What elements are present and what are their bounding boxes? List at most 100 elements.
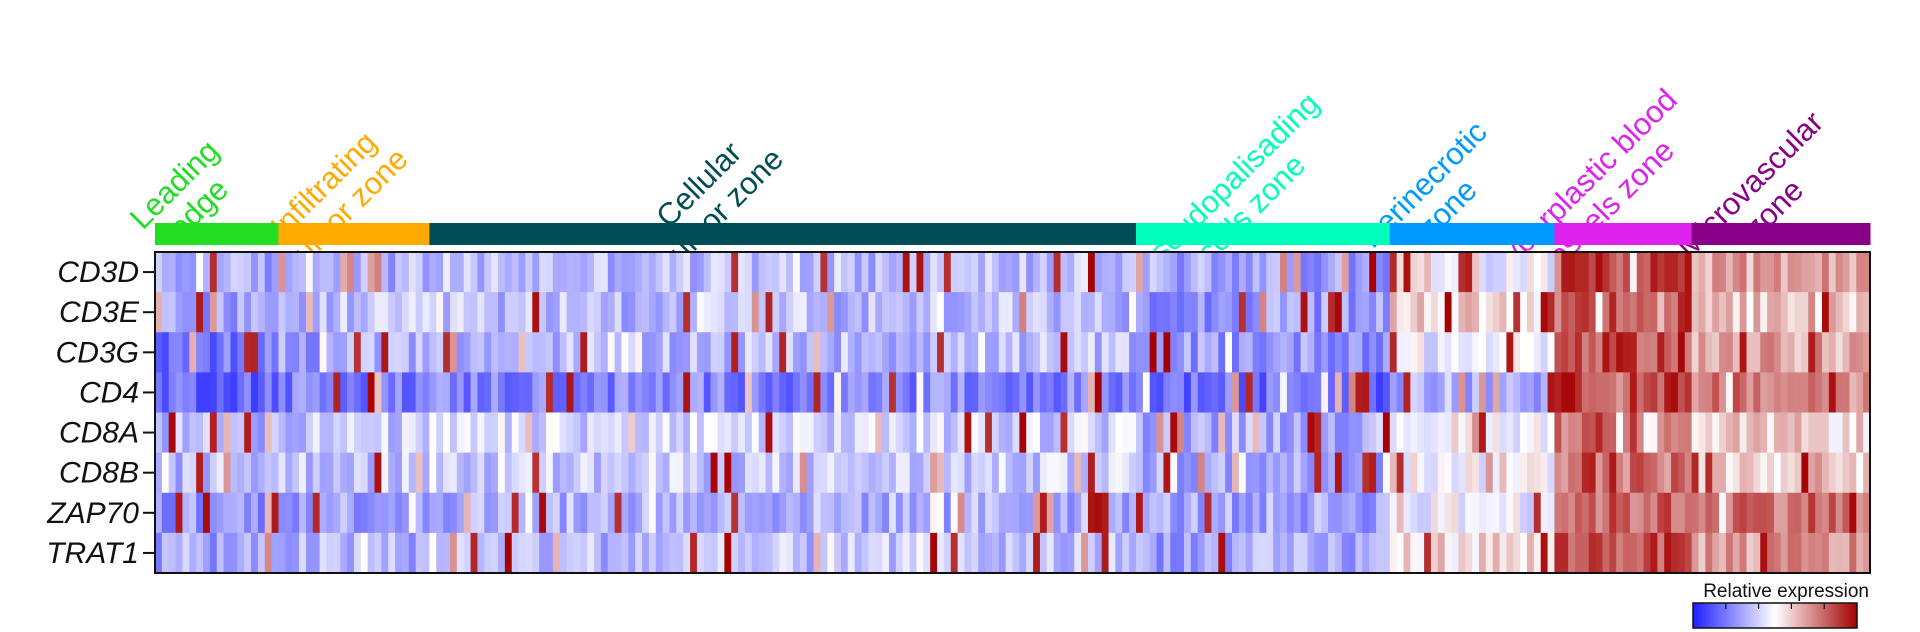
heatmap-cell [395,492,403,534]
heatmap-cell [607,412,616,454]
heatmap-cell [731,492,739,534]
heatmap-cell [635,452,643,494]
heatmap-cell [1355,492,1363,534]
heatmap-cell [806,492,815,534]
heatmap-cell [1026,372,1034,414]
heatmap-cell [991,252,1000,293]
heatmap-cell [991,532,1000,574]
heatmap-cell [998,372,1007,414]
heatmap-cell [1232,292,1240,333]
heatmap-cell [985,532,993,574]
heatmap-cell [902,492,911,534]
heatmap-cell [230,292,238,333]
heatmap-cell [1746,252,1754,293]
heatmap-cell [1623,492,1631,534]
heatmap-cell [1492,292,1501,333]
heatmap-cell [1403,292,1411,333]
heatmap-cell [1184,532,1192,574]
heatmap-cell [299,292,307,333]
heatmap-cell [1828,252,1837,293]
heatmap-cell [1074,412,1082,454]
heatmap-cell [1815,452,1823,494]
heatmap-cell [731,252,739,293]
heatmap-cell [484,412,492,454]
heatmap-cell [1039,372,1048,414]
heatmap-cell [786,412,794,454]
heatmap-cell [299,452,307,494]
heatmap-cell [1403,532,1411,574]
heatmap-cell [1698,252,1706,293]
heatmap-cell [1739,252,1748,293]
heatmap-cell [971,332,979,373]
heatmap-cell [1677,532,1686,574]
heatmap-cell [189,412,197,454]
heatmap-cell [1588,292,1597,333]
heatmap-cell [566,252,575,293]
heatmap-cell [916,532,924,574]
heatmap-cell [326,332,334,373]
heatmap-cell [998,332,1007,373]
heatmap-cell [1520,252,1528,293]
heatmap-cell [1773,252,1782,293]
heatmap-cell [436,372,444,414]
heatmap-cell [1417,292,1425,333]
heatmap-cell [998,252,1007,293]
heatmap-cell [388,372,396,414]
heatmap-cell [257,332,266,373]
heatmap-cell [271,372,280,414]
heatmap-cell [1773,492,1782,534]
heatmap-cell [161,292,170,333]
heatmap-cell [1417,372,1425,414]
heatmap-cell [539,332,547,373]
heatmap-cell [703,452,712,494]
heatmap-cell [264,532,273,574]
heatmap-cell [1842,532,1851,574]
heatmap-cell [861,412,870,454]
heatmap-cell [1334,532,1343,574]
heatmap-cell [312,492,321,534]
heatmap-cell [930,452,938,494]
heatmap-cell [1773,292,1782,333]
heatmap-cell [559,372,568,414]
heatmap-cell [395,412,403,454]
heatmap-cell [861,452,870,494]
heatmap-cell [1156,492,1165,534]
heatmap-cell [1108,412,1116,454]
heatmap-cell [1863,372,1871,414]
heatmap-cell [1842,252,1851,293]
heatmap-cell [1328,492,1336,534]
heatmap-cell [1451,332,1459,373]
heatmap-cell [477,372,485,414]
heatmap-cell [1547,292,1556,333]
heatmap-cell [1444,452,1453,494]
heatmap-cell [360,492,369,534]
heatmap-cell [1451,532,1459,574]
heatmap-cell [1252,372,1261,414]
heatmap-cell [1376,332,1384,373]
heatmap-cell [1664,292,1672,333]
heatmap-cell [669,452,677,494]
heatmap-cell [1177,372,1185,414]
heatmap-cell [648,492,657,534]
heatmap-cell [1005,452,1014,494]
heatmap-cell [882,252,890,293]
heatmap-cell [916,412,924,454]
heatmap-cell [1389,492,1398,534]
heatmap-cell [539,452,547,494]
heatmap-cell [854,412,863,454]
heatmap-cell [1657,492,1665,534]
heatmap-cell [422,492,430,534]
heatmap-cell [648,372,657,414]
heatmap-cell [943,292,952,333]
heatmap-cell [1657,532,1665,574]
heatmap-cell [1780,532,1789,574]
heatmap-cell [1074,372,1082,414]
heatmap-cell [1643,532,1652,574]
heatmap-cell [1184,412,1192,454]
heatmap-cell [456,412,465,454]
heatmap-cell [957,412,966,454]
heatmap-cell [1465,532,1473,574]
heatmap-cell [1849,292,1857,333]
heatmap-cell [607,252,616,293]
heatmap-cell [1499,492,1508,534]
